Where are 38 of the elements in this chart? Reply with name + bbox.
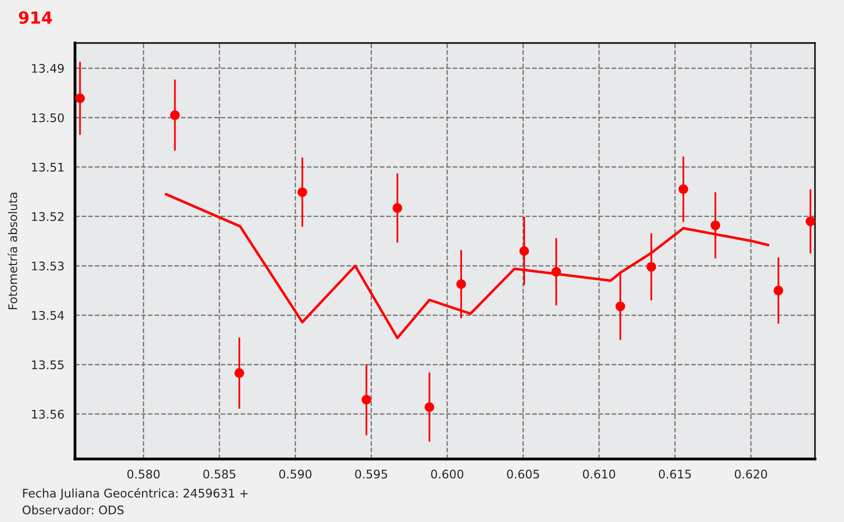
- y-tick-label: 13.56: [32, 410, 64, 419]
- y-tick-label: 13.55: [32, 360, 64, 370]
- point: [297, 187, 308, 198]
- point: [774, 286, 784, 296]
- y-tick-label: 13.53: [32, 262, 64, 270]
- y-tick-label: 13.50: [32, 113, 64, 122]
- point: [234, 368, 244, 378]
- point: [424, 402, 434, 412]
- y-tick-label: 13.49: [32, 64, 64, 73]
- point: [551, 266, 562, 277]
- point: [456, 279, 466, 289]
- chart-title: 914: [18, 11, 52, 24]
- point: [710, 220, 720, 230]
- point: [362, 394, 372, 405]
- x-tick-label: 0.600: [431, 470, 464, 479]
- x-tick-label: 0.590: [279, 470, 312, 479]
- point: [646, 262, 656, 272]
- point: [806, 216, 815, 226]
- x-axis-title: Fecha Juliana Geocéntrica: 2459631 +: [23, 488, 248, 500]
- point: [615, 301, 626, 312]
- point: [75, 93, 85, 104]
- point: [392, 203, 402, 213]
- x-tick-label: 0.605: [507, 470, 539, 479]
- y-axis-title: Fotometría absoluta: [8, 192, 18, 310]
- x-tick-label: 0.595: [355, 470, 388, 479]
- y-tick-label: 13.54: [32, 310, 64, 320]
- point: [170, 110, 180, 120]
- y-tick-label: 13.52: [32, 212, 64, 222]
- point: [519, 246, 530, 256]
- line-series: [164, 192, 770, 340]
- x-tick-label: 0.585: [203, 470, 236, 479]
- x-tick-label: 0.580: [127, 470, 160, 479]
- y-tick-label: 13.51: [32, 162, 64, 172]
- text: Observador: ODS: [22, 505, 124, 514]
- x-tick-label: 0.610: [582, 470, 616, 479]
- x-tick-label: 0.620: [734, 470, 768, 479]
- x-tick-label: 0.615: [658, 470, 691, 479]
- point: [678, 184, 688, 194]
